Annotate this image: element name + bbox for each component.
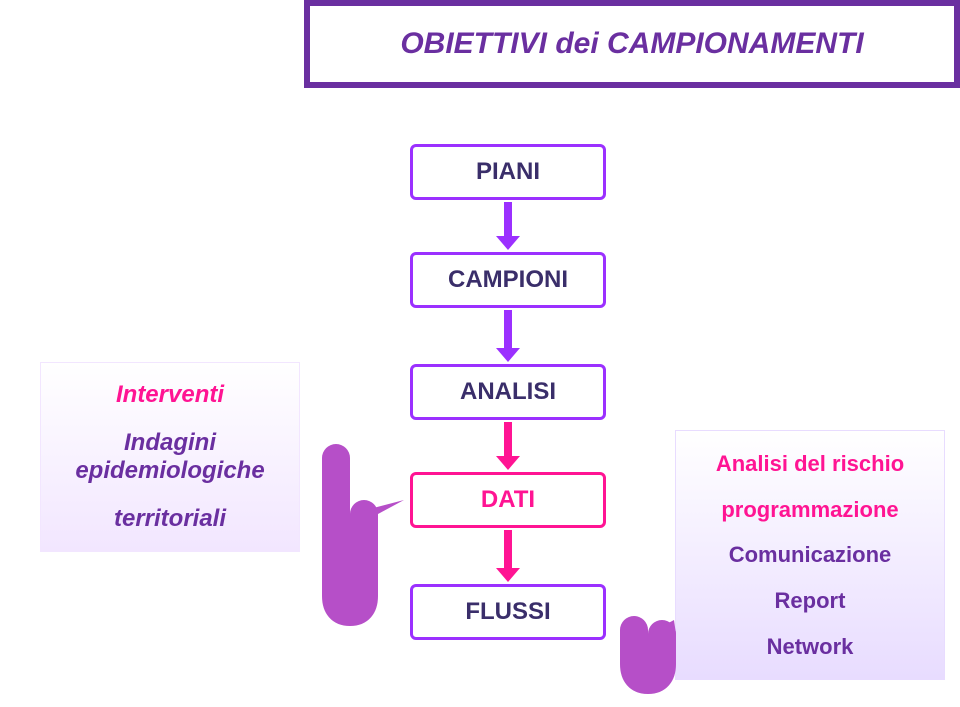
left-line-0: Interventi	[116, 381, 224, 409]
left-line-2: territoriali	[114, 505, 226, 533]
arrow-0	[488, 200, 528, 252]
left-curl	[282, 400, 444, 652]
label-flussi: FLUSSI	[465, 598, 550, 626]
right-line-2: Comunicazione	[729, 542, 892, 567]
label-campioni: CAMPIONI	[448, 266, 568, 294]
arrow-2	[488, 420, 528, 472]
arrow-3	[488, 528, 528, 584]
label-piani: PIANI	[476, 158, 540, 186]
right-line-1: programmazione	[721, 497, 898, 522]
box-piani: PIANI	[410, 144, 606, 200]
right-curl	[580, 572, 716, 707]
right-line-4: Network	[767, 634, 854, 659]
title-text: OBIETTIVI dei CAMPIONAMENTI	[400, 27, 863, 61]
title-box: OBIETTIVI dei CAMPIONAMENTI	[304, 0, 960, 88]
label-analisi: ANALISI	[460, 378, 556, 406]
box-campioni: CAMPIONI	[410, 252, 606, 308]
left-panel: Interventi Indagini epidemiologiche terr…	[40, 362, 300, 552]
right-line-3: Report	[775, 588, 846, 613]
label-dati: DATI	[481, 486, 535, 514]
right-line-0: Analisi del rischio	[716, 451, 904, 476]
arrow-1	[488, 308, 528, 364]
left-line-1: Indagini epidemiologiche	[49, 429, 291, 484]
